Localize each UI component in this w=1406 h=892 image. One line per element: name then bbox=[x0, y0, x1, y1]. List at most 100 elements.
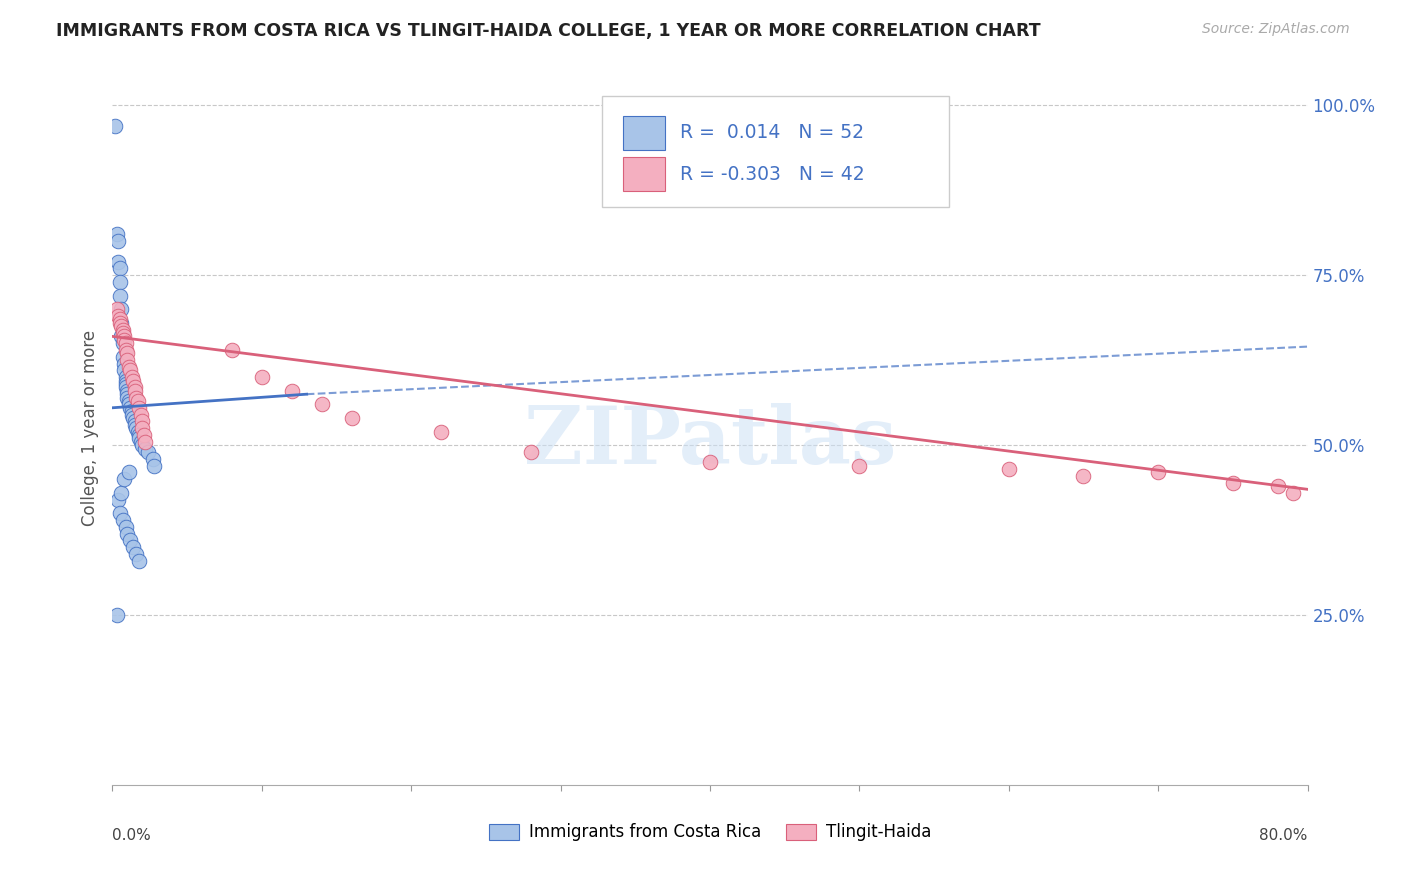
Text: R = -0.303   N = 42: R = -0.303 N = 42 bbox=[681, 165, 865, 184]
Point bbox=[520, 445, 543, 459]
Point bbox=[124, 384, 146, 398]
Point bbox=[107, 254, 129, 268]
Point bbox=[107, 309, 129, 323]
Point bbox=[311, 397, 333, 411]
Text: 80.0%: 80.0% bbox=[1260, 828, 1308, 843]
Point bbox=[122, 374, 145, 388]
Point bbox=[117, 526, 139, 541]
Point bbox=[134, 434, 156, 449]
Point bbox=[131, 414, 153, 428]
Point bbox=[848, 458, 870, 473]
Point bbox=[131, 438, 153, 452]
Point bbox=[118, 466, 141, 480]
Point bbox=[117, 384, 139, 398]
Point bbox=[117, 391, 139, 405]
Point bbox=[107, 234, 129, 248]
Point bbox=[111, 336, 134, 351]
Text: Source: ZipAtlas.com: Source: ZipAtlas.com bbox=[1202, 22, 1350, 37]
Point bbox=[430, 425, 453, 439]
Point bbox=[125, 421, 148, 435]
Point bbox=[110, 302, 132, 317]
Point bbox=[114, 329, 135, 343]
Point bbox=[108, 275, 131, 289]
Point bbox=[117, 346, 139, 360]
Point bbox=[127, 394, 149, 409]
Point bbox=[110, 485, 132, 500]
Point bbox=[111, 513, 134, 527]
Point bbox=[105, 608, 128, 623]
Y-axis label: College, 1 year or more: College, 1 year or more bbox=[80, 330, 98, 526]
Point bbox=[110, 329, 132, 343]
Point bbox=[221, 343, 243, 357]
Point bbox=[121, 370, 143, 384]
Point bbox=[129, 408, 152, 422]
Point bbox=[115, 343, 138, 357]
Point bbox=[122, 540, 145, 554]
Point bbox=[118, 359, 141, 374]
Point bbox=[105, 227, 128, 242]
Point bbox=[104, 119, 127, 133]
FancyBboxPatch shape bbox=[603, 96, 949, 207]
FancyBboxPatch shape bbox=[623, 116, 665, 150]
Point bbox=[134, 442, 156, 456]
Point bbox=[111, 326, 134, 340]
Point bbox=[114, 472, 135, 486]
Point bbox=[1222, 475, 1244, 490]
Point bbox=[111, 350, 134, 364]
Point bbox=[250, 370, 273, 384]
Point bbox=[120, 401, 142, 415]
Point bbox=[138, 445, 160, 459]
Point bbox=[998, 462, 1021, 476]
Point bbox=[124, 380, 146, 394]
Point bbox=[121, 408, 143, 422]
Point bbox=[108, 312, 131, 326]
Point bbox=[131, 421, 153, 435]
Point bbox=[115, 519, 138, 533]
Point bbox=[114, 357, 135, 371]
Point bbox=[128, 554, 150, 568]
Point bbox=[108, 506, 131, 520]
Point bbox=[125, 391, 148, 405]
Point bbox=[124, 417, 146, 432]
Point bbox=[121, 404, 143, 418]
Point bbox=[118, 397, 141, 411]
Point bbox=[124, 414, 146, 428]
Point bbox=[108, 261, 131, 276]
Text: ZIPatlas: ZIPatlas bbox=[524, 403, 896, 482]
Point bbox=[699, 455, 721, 469]
Point bbox=[128, 428, 150, 442]
Point bbox=[142, 451, 165, 466]
Point bbox=[115, 376, 138, 391]
Point bbox=[125, 547, 148, 561]
Point bbox=[120, 533, 142, 548]
Point bbox=[120, 363, 142, 377]
Point bbox=[340, 411, 363, 425]
Text: 0.0%: 0.0% bbox=[112, 828, 152, 843]
Legend: Immigrants from Costa Rica, Tlingit-Haida: Immigrants from Costa Rica, Tlingit-Haid… bbox=[482, 817, 938, 848]
Text: IMMIGRANTS FROM COSTA RICA VS TLINGIT-HAIDA COLLEGE, 1 YEAR OR MORE CORRELATION : IMMIGRANTS FROM COSTA RICA VS TLINGIT-HA… bbox=[56, 22, 1040, 40]
Point bbox=[281, 384, 304, 398]
Point bbox=[128, 401, 150, 415]
Point bbox=[105, 302, 128, 317]
Point bbox=[129, 434, 152, 449]
Point bbox=[1073, 468, 1095, 483]
Point bbox=[110, 316, 132, 330]
Point bbox=[1267, 479, 1289, 493]
Point bbox=[117, 353, 139, 368]
Point bbox=[115, 336, 138, 351]
Point bbox=[115, 380, 138, 394]
Point bbox=[110, 319, 132, 334]
Point bbox=[115, 374, 138, 388]
Point bbox=[132, 428, 155, 442]
Point bbox=[143, 458, 166, 473]
Point bbox=[1147, 466, 1170, 480]
Point bbox=[108, 288, 131, 302]
Point bbox=[111, 323, 134, 337]
Point bbox=[114, 333, 135, 347]
Point bbox=[127, 425, 149, 439]
Point bbox=[128, 431, 150, 445]
Point bbox=[115, 370, 138, 384]
Point bbox=[122, 411, 145, 425]
FancyBboxPatch shape bbox=[623, 157, 665, 191]
Text: R =  0.014   N = 52: R = 0.014 N = 52 bbox=[681, 123, 865, 142]
